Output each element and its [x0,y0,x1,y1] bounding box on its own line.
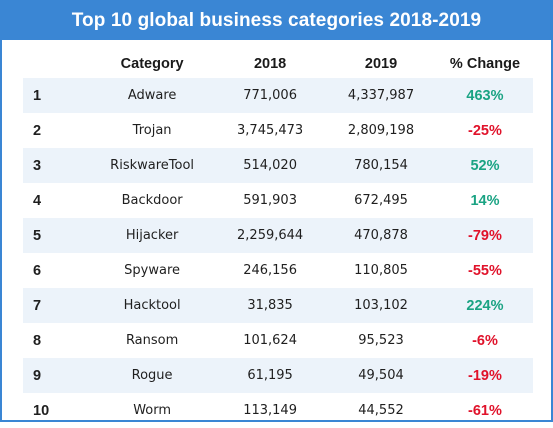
category-cell: Worm [133,403,172,418]
value-2019-cell: 95,523 [358,333,404,348]
value-2019-cell: 2,809,198 [347,123,415,138]
value-2019-cell: 49,504 [325,358,437,393]
value-2018-cell: 61,195 [215,358,326,393]
category-cell: Backdoor [121,193,183,208]
percent-change-cell: 463% [436,78,533,113]
percent-change-cell: -19% [436,358,533,393]
category-cell: Hacktool [89,288,216,323]
table-title-bar: Top 10 global business categories 2018-2… [2,2,551,40]
table-row: 9 Rogue 61,195 49,504 -19% [23,358,533,393]
table-body: 1 Adware 771,006 4,337,987 463% 2 Trojan 3,745,… [23,78,533,428]
table-row: 5 Hijacker 2,259,644 470,878 -79% [23,218,533,253]
value-2019-cell: 103,102 [325,288,437,323]
table-row: 10 Worm 113,149 44,552 -61% [23,393,533,428]
value-2019-cell: 4,337,987 [325,78,437,113]
category-cell: Spyware [124,263,181,278]
category-cell: Trojan [132,123,172,138]
rank-cell: 7 [23,288,90,323]
value-2019-cell: 470,878 [325,218,437,253]
value-2018-cell: 3,745,473 [237,123,304,138]
value-2018-cell: 514,020 [215,148,326,183]
percent-change-cell: -6% [472,332,498,349]
percent-change-cell: -25% [468,122,502,139]
table-row: 6 Spyware 246,156 110,805 -55% [23,253,533,288]
percent-change-cell: 224% [436,288,533,323]
table-row: 2 Trojan 3,745,473 2,809,198 -25% [23,113,533,148]
category-cell: Ransom [125,333,179,348]
value-2019-cell: 44,552 [358,403,404,418]
header-category: Category [120,56,184,72]
rank-cell: 9 [23,358,90,393]
table-row: 3 RiskwareTool 514,020 780,154 52% [23,148,533,183]
table-row: 4 Backdoor 591,903 672,495 14% [23,183,533,218]
rank-cell: 2 [33,122,42,139]
table-title: Top 10 global business categories 2018-2… [71,10,482,31]
value-2019-cell: 780,154 [325,148,437,183]
rank-cell: 3 [23,148,90,183]
header-2018: 2018 [253,56,287,72]
percent-change-cell: -55% [468,262,502,279]
categories-table: Category 2018 2019 % Change 1 Adware 771,0… [23,50,533,428]
percent-change-cell: -61% [468,402,502,419]
rank-cell: 5 [23,218,90,253]
rank-cell: 8 [33,332,42,349]
category-cell: Rogue [89,358,216,393]
header-percent-change: % Change [449,56,521,72]
rank-cell: 4 [33,192,42,209]
value-2018-cell: 31,835 [215,288,326,323]
header-2019: 2019 [364,56,398,72]
value-2019-cell: 672,495 [354,193,408,208]
header-rank [23,50,89,78]
table-row: 8 Ransom 101,624 95,523 -6% [23,323,533,358]
rank-cell: 10 [33,402,50,419]
value-2018-cell: 101,624 [243,333,297,348]
table-row: 7 Hacktool 31,835 103,102 224% [23,288,533,323]
percent-change-cell: 14% [470,192,500,209]
value-2018-cell: 113,149 [243,403,297,418]
rank-cell: 1 [23,78,90,113]
category-cell: RiskwareTool [89,148,216,183]
value-2018-cell: 771,006 [215,78,326,113]
table-row: 1 Adware 771,006 4,337,987 463% [23,78,533,113]
value-2018-cell: 2,259,644 [215,218,326,253]
category-cell: Adware [89,78,216,113]
value-2018-cell: 246,156 [243,263,297,278]
value-2018-cell: 591,903 [243,193,297,208]
rank-cell: 6 [33,262,42,279]
category-cell: Hijacker [89,218,216,253]
percent-change-cell: -79% [436,218,533,253]
percent-change-cell: 52% [436,148,533,183]
value-2019-cell: 110,805 [354,263,408,278]
table-header-row: Category 2018 2019 % Change [23,50,533,78]
